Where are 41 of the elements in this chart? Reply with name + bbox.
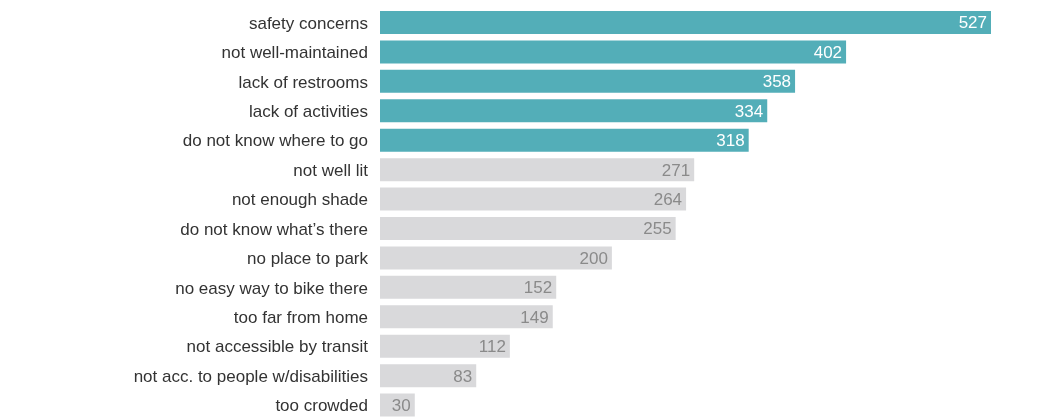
data-label: 30 [391, 396, 411, 416]
y-tick-label: too crowded [275, 396, 368, 416]
bar [380, 217, 676, 240]
y-tick-label: not well lit [293, 160, 369, 180]
bar [380, 158, 695, 182]
data-label: 149 [520, 307, 549, 327]
data-label: 83 [453, 366, 473, 386]
data-label: 527 [958, 13, 987, 33]
bar [380, 246, 612, 270]
bar [380, 275, 557, 299]
data-label: 402 [813, 42, 843, 62]
y-tick-label: safety concerns [248, 13, 368, 33]
y-tick-label: not acc. to people w/disabilities [133, 366, 368, 386]
data-label: 318 [716, 131, 745, 151]
data-label: 271 [661, 160, 691, 180]
y-tick-label: lack of restrooms [238, 72, 368, 92]
y-tick-label: not enough shade [231, 190, 368, 210]
bar [380, 40, 847, 64]
y-tick-label: do not know where to go [182, 131, 368, 151]
y-tick-label: not accessible by transit [186, 337, 369, 357]
data-label: 152 [523, 278, 553, 298]
data-label: 112 [478, 337, 506, 357]
bar [380, 334, 510, 358]
bar [380, 11, 991, 34]
data-label: 334 [734, 101, 764, 121]
y-tick-label: do not know what’s there [180, 219, 368, 239]
bar [380, 305, 553, 329]
data-label: 264 [653, 190, 683, 210]
bar [380, 187, 687, 211]
data-label: 255 [643, 219, 672, 239]
data-label: 358 [762, 72, 792, 92]
y-tick-label: not well-maintained [221, 43, 368, 63]
y-tick-label: no easy way to bike there [175, 278, 368, 298]
y-tick-label: too far from home [233, 308, 368, 328]
y-tick-label: lack of activities [248, 102, 368, 122]
y-tick-label: no place to park [247, 249, 369, 269]
bar [380, 364, 477, 388]
bar [380, 128, 749, 152]
bar [380, 69, 796, 93]
bar [380, 99, 768, 123]
data-label: 200 [579, 248, 608, 268]
